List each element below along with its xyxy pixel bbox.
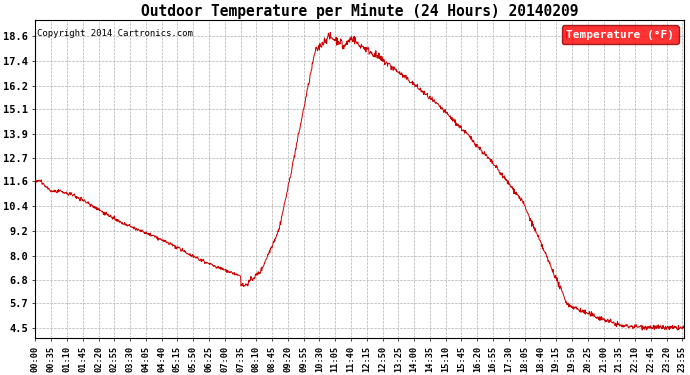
Text: Copyright 2014 Cartronics.com: Copyright 2014 Cartronics.com [37, 30, 193, 39]
Legend: Temperature (°F): Temperature (°F) [562, 26, 679, 44]
Title: Outdoor Temperature per Minute (24 Hours) 20140209: Outdoor Temperature per Minute (24 Hours… [141, 3, 578, 19]
